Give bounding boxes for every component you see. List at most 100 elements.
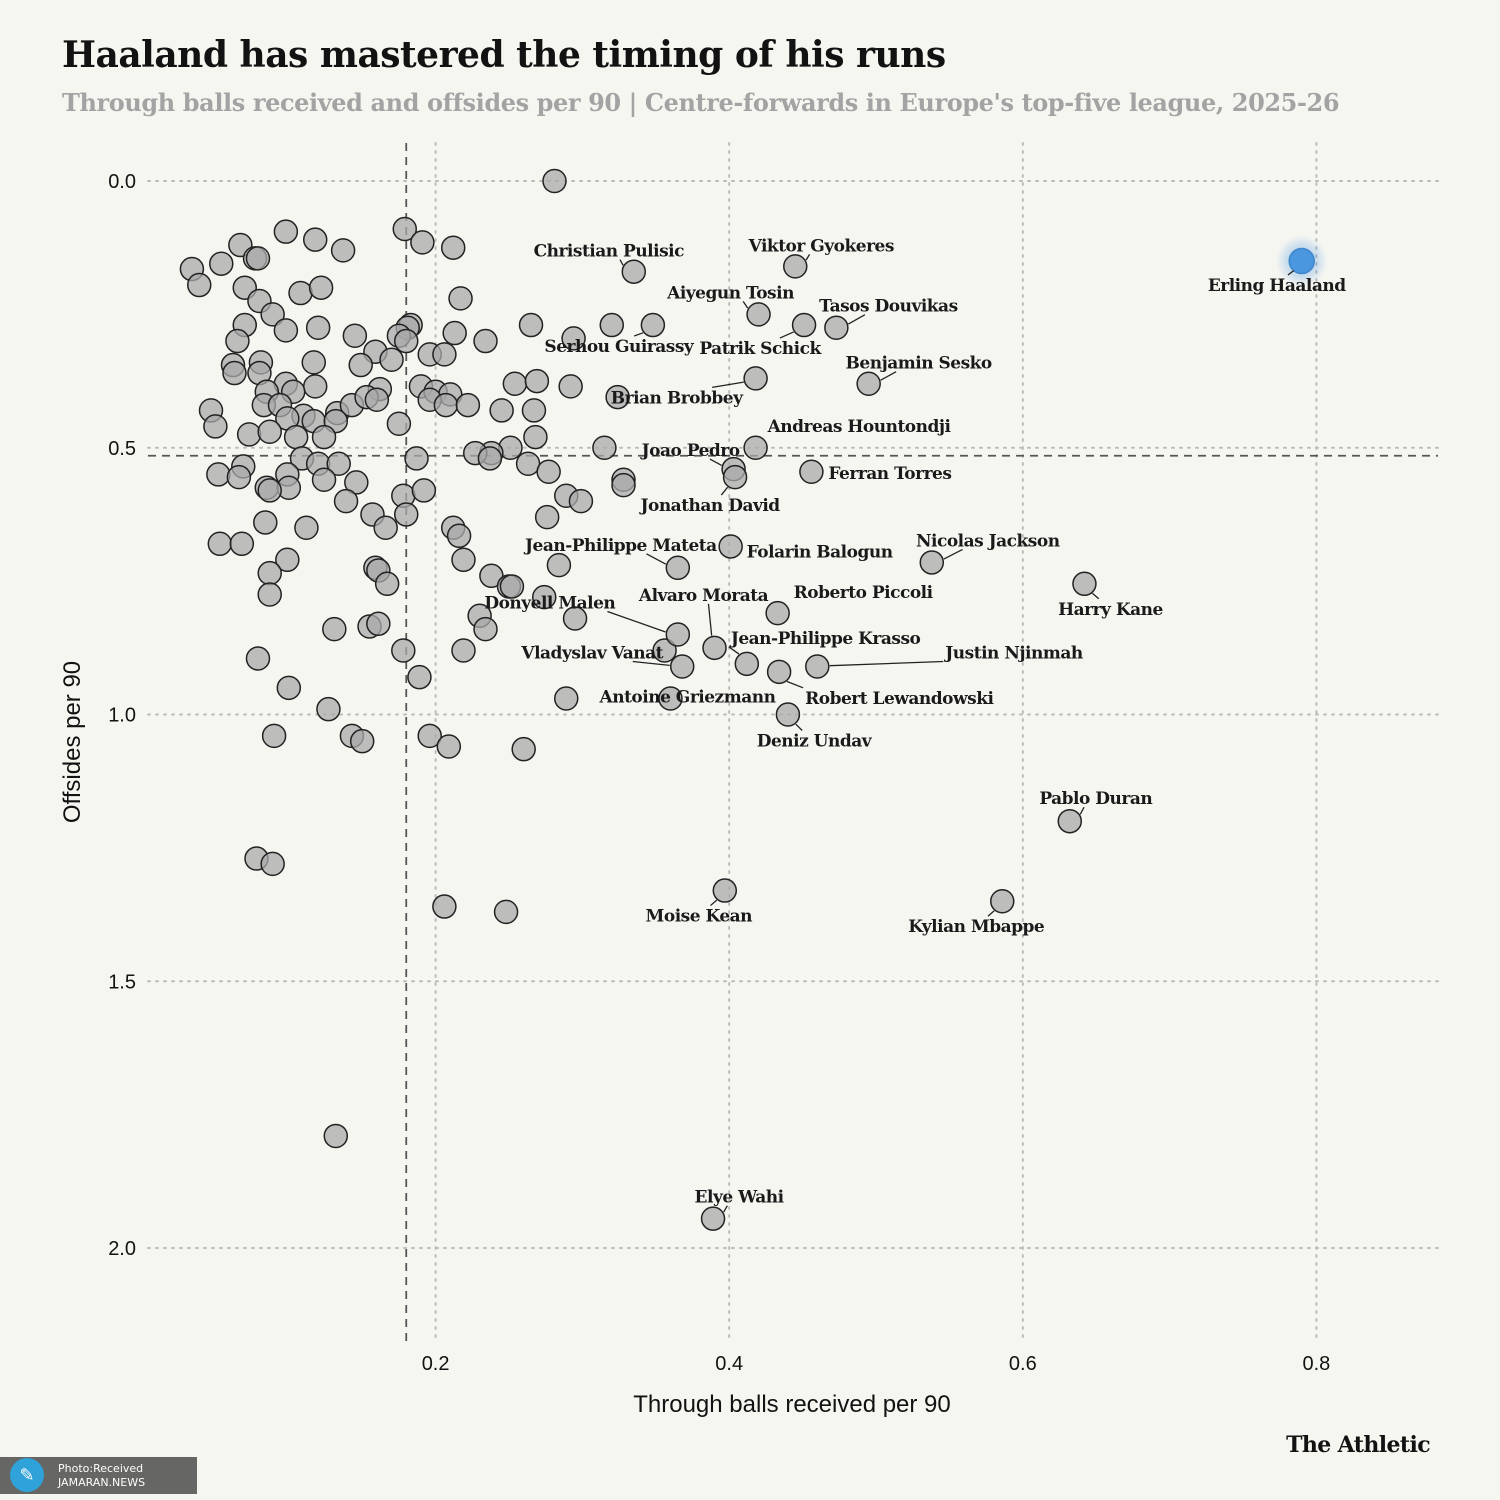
player-point — [226, 464, 252, 490]
player-point — [446, 523, 472, 549]
player-name-label: Aiyegun Tosin — [666, 283, 794, 303]
player-point — [257, 560, 282, 586]
player-point — [479, 563, 504, 589]
player-point — [433, 392, 459, 418]
player-point — [260, 302, 285, 327]
player-name-label: Christian Pulisic — [534, 242, 685, 262]
player-point — [209, 251, 234, 276]
y-tick-label: 0.5 — [108, 438, 136, 460]
player-name-label: Kylian Mbappe — [908, 917, 1045, 937]
player-point — [373, 515, 398, 541]
player-point — [260, 851, 285, 877]
player-name-label: Alvaro Morata — [638, 586, 769, 606]
player-point — [330, 238, 356, 263]
player-point — [502, 371, 528, 396]
player-name-label: Patrik Schick — [699, 339, 822, 359]
player-point — [477, 446, 503, 471]
player-name-label: Nicolas Jackson — [916, 531, 1060, 551]
player-point — [407, 664, 432, 690]
labeled-player-point — [1072, 571, 1097, 597]
player-name-label: Roberto Piccoli — [794, 583, 934, 603]
highlight-point — [1288, 247, 1315, 275]
labeled-player-point — [989, 888, 1015, 914]
player-point — [391, 638, 416, 663]
y-tick-label: 0.0 — [108, 171, 136, 193]
label-leader-line — [607, 610, 666, 633]
chart-subtitle: Through balls received and offsides per … — [62, 88, 1340, 117]
player-point — [518, 312, 544, 338]
player-point — [273, 219, 299, 244]
player-point — [562, 606, 588, 631]
label-leader-line — [987, 910, 995, 917]
player-point — [489, 398, 514, 423]
player-point — [473, 328, 498, 354]
player-point — [432, 342, 457, 367]
player-point — [511, 736, 536, 762]
labeled-player-point — [1057, 808, 1083, 834]
player-point — [222, 360, 247, 386]
player-point — [536, 459, 561, 485]
player-point — [440, 235, 466, 260]
player-name-label: Justin Njinmah — [943, 643, 1083, 663]
player-point — [294, 515, 319, 541]
brand-logo: The Athletic — [1286, 1432, 1431, 1458]
player-name-label: Jean-Philippe Krasso — [729, 629, 921, 649]
player-name-label: Serhou Guirassy — [544, 337, 694, 357]
labeled-player-point — [665, 555, 691, 581]
player-point — [404, 446, 429, 471]
photo-credit-badge: ✎ Photo:Received JAMARAN.NEWS — [0, 1457, 197, 1494]
labeled-player-point — [734, 651, 760, 677]
player-name-label: Joao Pedro — [640, 441, 740, 461]
player-name-label: Pablo Duran — [1039, 789, 1152, 809]
y-tick-label: 2.0 — [108, 1238, 136, 1260]
y-tick-label: 1.5 — [108, 971, 136, 993]
label-leader-line — [943, 548, 963, 560]
label-leader-line — [1287, 270, 1295, 276]
player-point — [275, 547, 300, 573]
player-name-label: Benjamin Sesko — [846, 354, 992, 374]
player-point — [311, 424, 337, 450]
player-point — [568, 488, 594, 514]
player-point — [599, 312, 625, 338]
label-leader-line — [829, 660, 944, 667]
point-labels: Erling Haaland Viktor Gyokeres Christian P… — [484, 236, 1346, 1207]
label-leader-line — [619, 259, 624, 266]
player-point — [257, 582, 282, 607]
label-leader-line — [786, 680, 804, 689]
label-leader-line — [707, 603, 713, 636]
player-name-label: Viktor Gyokeres — [748, 236, 894, 256]
player-point — [379, 347, 404, 372]
label-leader-line — [880, 371, 897, 381]
player-point — [524, 368, 550, 394]
player-point — [323, 1123, 349, 1149]
label-leader-line — [847, 314, 866, 325]
player-point — [245, 646, 271, 671]
data-points — [179, 168, 1328, 1231]
player-point — [417, 723, 442, 749]
player-point — [203, 414, 228, 439]
label-leader-line — [709, 458, 722, 467]
player-point — [349, 728, 375, 754]
player-name-label: Andreas Hountondji — [767, 417, 952, 437]
player-point — [442, 320, 467, 346]
player-point — [236, 422, 262, 447]
labeled-player-point — [856, 371, 881, 396]
player-point — [288, 280, 313, 306]
player-point — [451, 638, 476, 663]
player-point — [311, 467, 337, 493]
player-name-label: Robert Lewandowski — [805, 689, 994, 709]
labeled-player-point — [669, 654, 695, 679]
label-leader-line — [795, 723, 803, 731]
labeled-player-point — [824, 315, 849, 340]
label-leader-line — [723, 1205, 728, 1213]
player-point — [473, 616, 498, 642]
labeled-player-point — [791, 312, 817, 338]
player-point — [225, 328, 250, 354]
player-point — [558, 374, 583, 399]
label-leader-line — [720, 486, 729, 496]
player-point — [206, 462, 231, 487]
y-tick-label: 1.0 — [108, 705, 136, 727]
player-point — [257, 419, 282, 444]
label-leader-line — [728, 646, 740, 655]
credit-line-2: JAMARAN.NEWS — [58, 1476, 146, 1489]
